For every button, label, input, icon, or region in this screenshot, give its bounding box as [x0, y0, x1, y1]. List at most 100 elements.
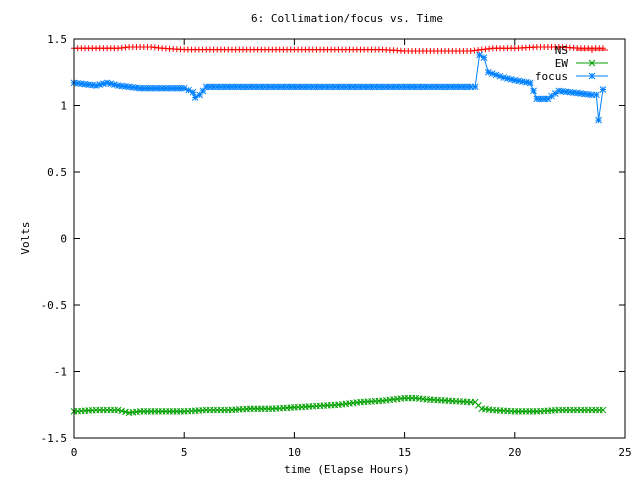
- data-point: [430, 83, 438, 91]
- data-point: [111, 81, 118, 89]
- data-point: [217, 83, 225, 91]
- data-point: [415, 83, 423, 91]
- data-point: [133, 84, 140, 92]
- data-point: [103, 79, 111, 87]
- data-point: [423, 83, 430, 91]
- x-tick-label: 25: [618, 446, 631, 459]
- data-point: [287, 83, 295, 91]
- data-point: [144, 84, 151, 92]
- data-point: [573, 89, 581, 97]
- data-point: [533, 95, 541, 103]
- y-tick-label: -0.5: [41, 299, 68, 312]
- data-point: [338, 83, 346, 91]
- data-point: [320, 83, 328, 91]
- data-point: [515, 77, 523, 85]
- data-point: [448, 83, 456, 91]
- data-point: [305, 83, 313, 91]
- data-point: [599, 86, 607, 93]
- data-point: [243, 83, 251, 91]
- data-point: [74, 79, 82, 87]
- data-point: [89, 81, 96, 89]
- data-point: [530, 87, 537, 95]
- data-point: [382, 83, 390, 91]
- data-point: [368, 83, 375, 91]
- data-point: [471, 83, 479, 91]
- data-point: [349, 83, 357, 91]
- data-point: [309, 83, 317, 91]
- data-point: [81, 80, 89, 88]
- data-point: [246, 83, 254, 91]
- data-point: [213, 83, 221, 91]
- data-point: [393, 83, 401, 91]
- data-point: [581, 90, 588, 98]
- data-point: [566, 88, 574, 96]
- data-point: [166, 84, 173, 92]
- data-point: [353, 83, 361, 91]
- data-point: [224, 83, 232, 91]
- data-point: [210, 83, 217, 91]
- data-point: [331, 83, 339, 91]
- data-point: [199, 87, 207, 95]
- data-point: [555, 87, 563, 95]
- data-point: [239, 83, 247, 91]
- data-point: [185, 86, 192, 94]
- data-point: [162, 84, 170, 92]
- data-point: [206, 83, 214, 91]
- data-point: [298, 83, 306, 91]
- data-point: [129, 83, 137, 91]
- data-point: [592, 91, 600, 99]
- y-tick-label: 0.5: [47, 166, 67, 179]
- data-point: [441, 83, 449, 91]
- data-point: [283, 83, 291, 91]
- data-point: [140, 84, 148, 92]
- data-point: [346, 83, 353, 91]
- data-point: [342, 83, 350, 91]
- data-point: [272, 83, 280, 91]
- data-point: [371, 83, 379, 91]
- data-point: [235, 83, 243, 91]
- data-point: [460, 83, 467, 91]
- legend-label: NS: [555, 44, 568, 57]
- chart-title: 6: Collimation/focus vs. Time: [251, 12, 443, 25]
- data-point: [364, 83, 372, 91]
- data-point: [107, 80, 115, 88]
- data-point: [559, 87, 566, 95]
- data-point: [426, 83, 434, 91]
- data-point: [588, 91, 596, 99]
- x-tick-label: 15: [398, 446, 411, 459]
- y-tick-label: -1.5: [41, 432, 68, 445]
- data-point: [437, 83, 445, 91]
- data-point: [419, 83, 427, 91]
- data-point: [404, 83, 412, 91]
- data-point: [151, 84, 159, 92]
- data-point: [269, 83, 276, 91]
- y-axis-label: Volts: [19, 221, 32, 254]
- data-point: [379, 83, 386, 91]
- legend-label: EW: [555, 57, 569, 70]
- data-point: [452, 83, 460, 91]
- data-point: [548, 92, 555, 100]
- data-point: [100, 80, 107, 88]
- series-focus: [70, 51, 607, 124]
- data-point: [434, 83, 442, 91]
- x-tick-label: 0: [71, 446, 78, 459]
- y-tick-label: 0: [60, 233, 67, 246]
- data-point: [324, 83, 331, 91]
- data-point: [511, 76, 519, 84]
- data-point: [265, 83, 273, 91]
- data-point: [401, 83, 408, 91]
- data-point: [173, 84, 181, 92]
- data-point: [96, 81, 104, 89]
- data-point: [544, 95, 552, 103]
- data-point: [484, 68, 492, 76]
- y-tick-label: -1: [54, 366, 67, 379]
- data-point: [467, 83, 475, 91]
- data-point: [507, 75, 515, 83]
- data-point: [257, 83, 265, 91]
- data-point: [313, 83, 320, 91]
- data-point: [77, 80, 85, 88]
- data-point: [588, 72, 596, 80]
- data-point: [291, 83, 298, 91]
- data-point: [540, 95, 548, 103]
